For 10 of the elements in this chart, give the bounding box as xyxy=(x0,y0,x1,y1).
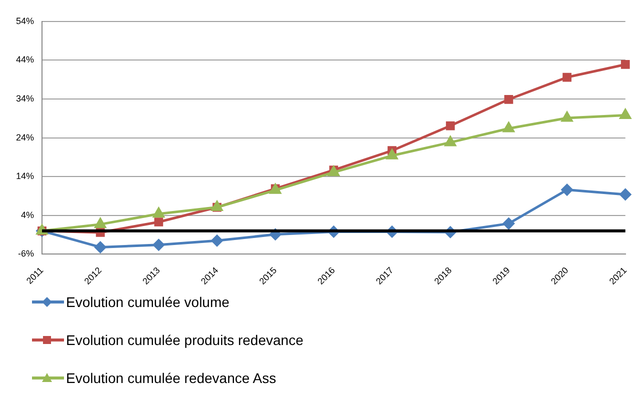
legend-label: Evolution cumulée volume xyxy=(66,294,230,310)
y-tick-label: 54% xyxy=(16,16,34,26)
y-tick-label: 44% xyxy=(16,54,34,65)
y-tick-label: -6% xyxy=(18,248,34,259)
y-tick-label: 14% xyxy=(16,171,34,182)
y-tick-label: 34% xyxy=(16,93,34,104)
legend-label: Evolution cumulée redevance Ass xyxy=(66,370,276,386)
y-tick-label: 4% xyxy=(21,210,34,220)
y-tick-label: 24% xyxy=(16,132,34,142)
legend-label: Evolution cumulée produits redevance xyxy=(66,332,304,348)
